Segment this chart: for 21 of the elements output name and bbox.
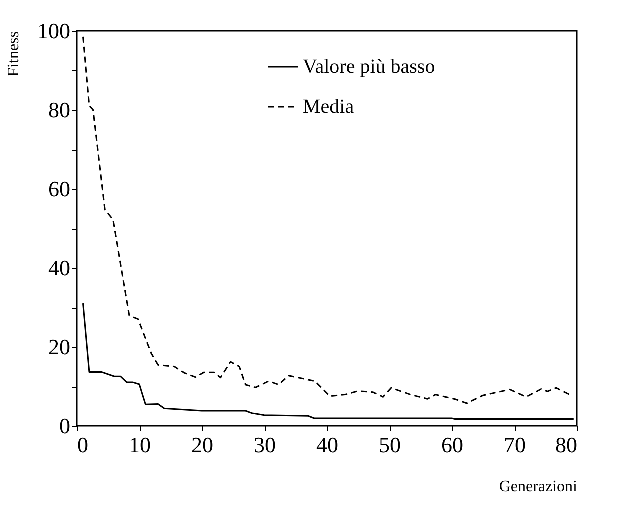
x-tick-label: 40 xyxy=(316,432,338,458)
y-tick-label: 0 xyxy=(60,414,70,438)
y-tick-label: 60 xyxy=(48,176,70,202)
x-tick-label: 0 xyxy=(78,432,88,458)
y-axis-title: Fitness xyxy=(6,32,22,77)
x-tick-label: 60 xyxy=(442,432,464,458)
y-tick-label: 80 xyxy=(48,98,70,122)
y-tick-label: 100 xyxy=(38,18,70,44)
y-tick-label: 40 xyxy=(48,256,70,280)
legend-label: Media xyxy=(303,96,354,118)
y-tick-label: 20 xyxy=(48,334,70,360)
x-axis-title: Generazioni xyxy=(499,478,578,496)
x-tick-label: 70 xyxy=(504,432,526,458)
legend-label: Valore più basso xyxy=(303,56,436,78)
x-tick-label: 20 xyxy=(192,432,214,458)
line-series xyxy=(82,302,575,420)
x-tick-label: 30 xyxy=(254,432,276,458)
x-tick-label: 10 xyxy=(129,432,151,458)
x-tick-label: 80 xyxy=(556,432,578,458)
x-tick-label: 50 xyxy=(379,432,401,458)
line-series xyxy=(82,36,572,404)
